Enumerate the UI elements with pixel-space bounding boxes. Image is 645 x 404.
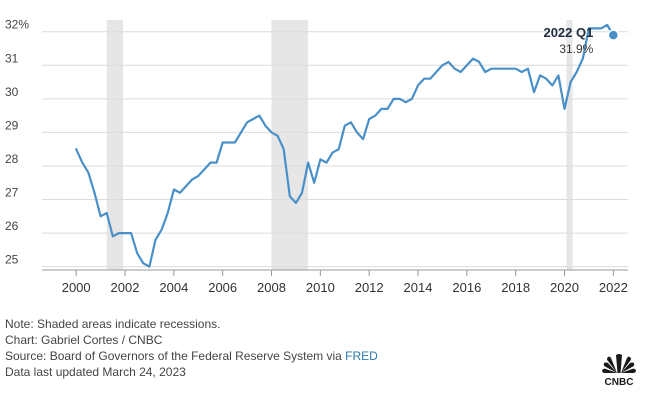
annotation-label: 2022 Q1 [543, 25, 593, 40]
x-tick-label: 2010 [306, 280, 335, 295]
gridlines [42, 31, 628, 271]
footer-source: Source: Board of Governors of the Federa… [5, 348, 378, 364]
y-tick-label: 27 [5, 186, 19, 200]
y-tick-label: 31 [5, 51, 19, 65]
footer-updated: Data last updated March 24, 2023 [5, 365, 186, 379]
recession-shading [106, 20, 573, 270]
x-tick-label: 2020 [550, 280, 579, 295]
fred-link[interactable]: FRED [345, 349, 378, 363]
x-tick-label: 2006 [208, 280, 237, 295]
y-tick-label: 25 [5, 253, 19, 267]
footer-chart-credit: Chart: Gabriel Cortes / CNBC [5, 333, 163, 347]
x-tick-label: 2018 [501, 280, 530, 295]
end-point-marker [607, 29, 620, 41]
x-tick-label: 2002 [111, 280, 140, 295]
y-tick-label: 32% [5, 18, 29, 32]
cnbc-peacock-icon [602, 354, 636, 373]
y-tick-label: 30 [5, 85, 19, 99]
x-tick-label: 2016 [452, 280, 481, 295]
x-tick-label: 2004 [159, 280, 188, 295]
x-tick-label: 2008 [257, 280, 286, 295]
chart-footer: Note: Shaded areas indicate recessions. … [5, 316, 378, 380]
y-axis-labels: 25 26 27 28 29 30 31 32% [5, 18, 29, 267]
y-tick-label: 29 [5, 118, 19, 132]
x-tick-label: 2012 [355, 280, 384, 295]
series-line [75, 23, 615, 268]
x-axis-labels: 2000 2002 2004 2006 2008 2010 2012 2014 2016 2018… [62, 270, 628, 295]
footer-note: Note: Shaded areas indicate recessions. [5, 317, 221, 331]
cnbc-logo: CNBC [602, 354, 636, 388]
recession-band-0 [106, 20, 124, 270]
y-tick-label: 26 [5, 219, 19, 233]
y-tick-label: 28 [5, 152, 19, 166]
annotation-layer: 2022 Q1 31.9% [543, 25, 620, 56]
series-layer [75, 23, 615, 268]
recession-band-1 [271, 20, 309, 270]
x-tick-label: 2000 [62, 280, 91, 295]
x-tick-label: 2022 [599, 280, 628, 295]
footer-source-text: Source: Board of Governors of the Federa… [5, 349, 346, 363]
x-tick-label: 2014 [404, 280, 433, 295]
cnbc-logo-text: CNBC [605, 377, 634, 388]
annotation-value: 31.9% [559, 42, 593, 56]
recession-band-2 [566, 20, 573, 270]
